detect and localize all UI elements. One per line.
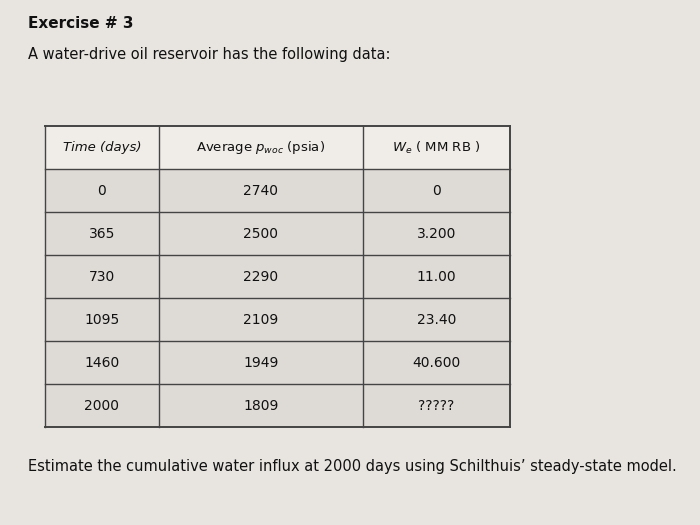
- Text: 730: 730: [89, 270, 115, 284]
- Bar: [46, 126, 510, 169]
- Text: 2500: 2500: [243, 227, 278, 240]
- Text: 11.00: 11.00: [416, 270, 456, 284]
- Text: 2109: 2109: [243, 313, 279, 327]
- Text: Estimate the cumulative water influx at 2000 days using Schilthuis’ steady-state: Estimate the cumulative water influx at …: [28, 459, 677, 474]
- Text: 1949: 1949: [243, 356, 279, 370]
- Bar: [46, 384, 510, 427]
- Text: Average $\it{p}_{woc}$ (psia): Average $\it{p}_{woc}$ (psia): [196, 139, 326, 156]
- Text: 2000: 2000: [85, 399, 120, 413]
- Bar: [46, 255, 510, 298]
- Text: $W_e$ ( MM RB ): $W_e$ ( MM RB ): [392, 140, 480, 155]
- Bar: [46, 169, 510, 212]
- Text: ?????: ?????: [418, 399, 454, 413]
- Text: 3.200: 3.200: [416, 227, 456, 240]
- Bar: [46, 341, 510, 384]
- Text: Exercise # 3: Exercise # 3: [28, 16, 134, 31]
- Text: 1809: 1809: [243, 399, 279, 413]
- Text: A water-drive oil reservoir has the following data:: A water-drive oil reservoir has the foll…: [28, 47, 391, 62]
- Text: 1460: 1460: [85, 356, 120, 370]
- Text: 23.40: 23.40: [416, 313, 456, 327]
- Text: 0: 0: [432, 184, 441, 197]
- Text: 2740: 2740: [243, 184, 278, 197]
- Text: 40.600: 40.600: [412, 356, 461, 370]
- Text: 365: 365: [89, 227, 116, 240]
- Text: 0: 0: [97, 184, 106, 197]
- Bar: [46, 298, 510, 341]
- Bar: [46, 212, 510, 255]
- Text: 1095: 1095: [85, 313, 120, 327]
- Text: Time (days): Time (days): [63, 141, 141, 154]
- Text: 2290: 2290: [243, 270, 278, 284]
